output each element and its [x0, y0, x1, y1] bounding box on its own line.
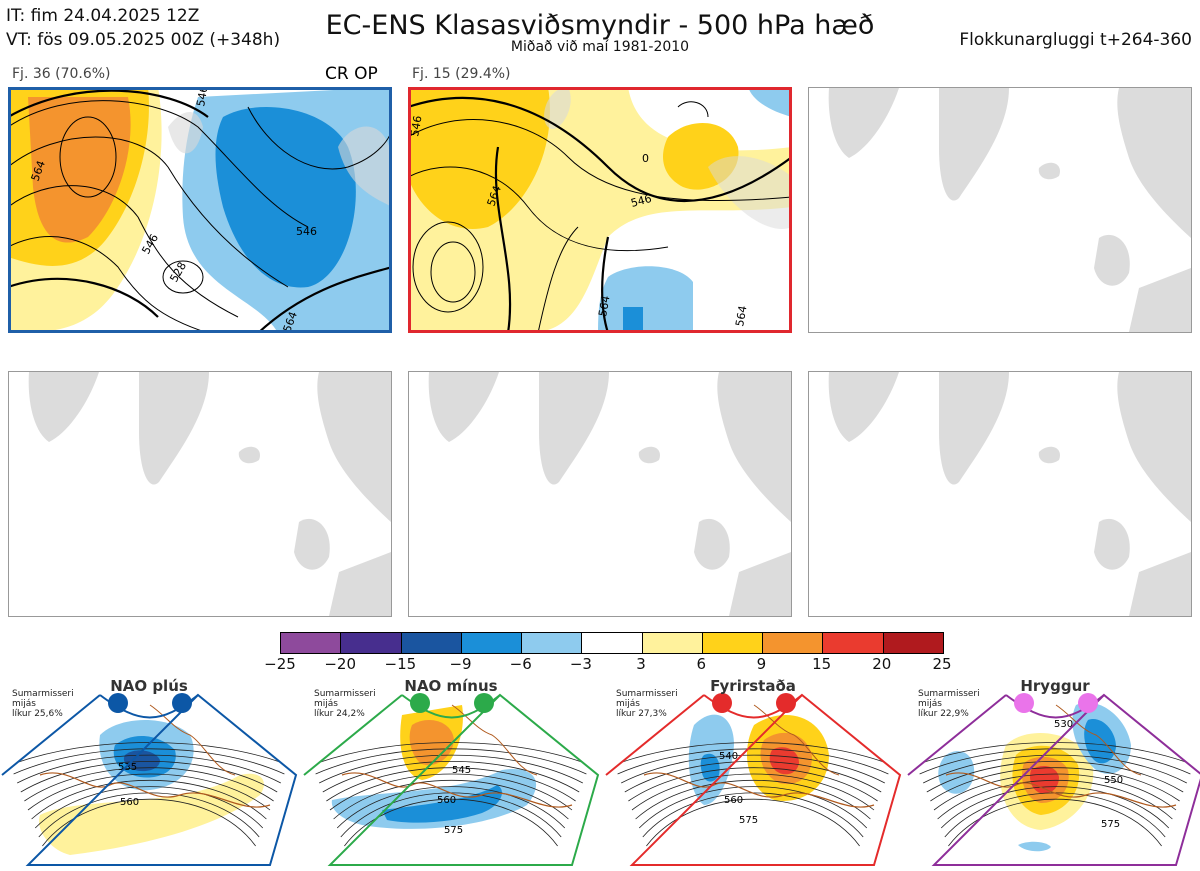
contour-label: 564: [281, 310, 300, 333]
colorbar-swatch: [522, 633, 583, 653]
contour-label: 546: [629, 192, 653, 210]
contour-label: 546: [194, 87, 210, 108]
regime-marker: [172, 693, 192, 713]
colorbar-tick-label: −15: [384, 655, 417, 673]
colorbar-swatch: [341, 633, 402, 653]
regime-name: Hryggur: [1020, 677, 1090, 695]
regime-contour-label: 575: [739, 815, 758, 826]
colorbar-tick-label: 25: [932, 655, 952, 673]
regime-marker: [1014, 693, 1034, 713]
regime-marker: [108, 693, 128, 713]
regime-name: NAO plús: [110, 677, 188, 695]
colorbar-tick-label: −9: [449, 655, 472, 673]
colorbar-tick-label: 6: [696, 655, 707, 673]
regime-info: Sumarmisseri mijás líkur 25,6%: [12, 689, 74, 719]
colorbar-swatch: [401, 633, 462, 653]
cluster-2-frame: [408, 87, 792, 333]
regime-contour-label: 560: [120, 797, 139, 808]
cluster-2-label: Fj. 15 (29.4%): [412, 66, 511, 82]
regime-name: NAO mínus: [404, 677, 498, 695]
regime-contour-label: 530: [1054, 719, 1073, 730]
colorbar-tick-label: −20: [324, 655, 356, 673]
colorbar-swatch: [883, 633, 943, 653]
regime-contour-label: 575: [1101, 819, 1120, 830]
colorbar: [280, 632, 944, 654]
init-time: IT: fim 24.04.2025 12Z: [6, 6, 200, 26]
colorbar-swatch: [642, 633, 703, 653]
empty-map-4: [8, 371, 392, 617]
colorbar-tick-label: 15: [812, 655, 832, 673]
regime-marker: [474, 693, 494, 713]
contour-label: 546: [408, 115, 424, 138]
regime-contour-label: 550: [1104, 775, 1123, 786]
colorbar-swatch: [823, 633, 884, 653]
regime-panel: 545 560 575 NAO mínus Sumarmisseri mijás l…: [302, 675, 600, 871]
regime-panel: 540 560 575 Fyrirstaða Sumarmisseri mijás …: [604, 675, 902, 871]
regime-contour-label: 560: [724, 795, 743, 806]
regime-contour-label: 535: [118, 762, 137, 773]
regime-marker: [776, 693, 796, 713]
cluster-1-label: Fj. 36 (70.6%): [12, 66, 111, 82]
regime-info: Sumarmisseri mijás líkur 22,9%: [918, 689, 980, 719]
regime-contour-label: 560: [437, 795, 456, 806]
regime-info: Sumarmisseri mijás líkur 24,2%: [314, 689, 376, 719]
colorbar-swatch: [281, 633, 342, 653]
regime-name: Fyrirstaða: [710, 677, 796, 695]
empty-map-6: [808, 371, 1192, 617]
colorbar-tick-label: 9: [756, 655, 767, 673]
colorbar-swatch: [582, 633, 643, 653]
regime-panel: 535 560 NAO plús Sumarmisseri mijás líkur…: [0, 675, 298, 871]
colorbar-tick-label: −25: [264, 655, 296, 673]
classification-window: Flokkunargluggi t+264-360: [959, 30, 1192, 50]
valid-time: VT: fös 09.05.2025 00Z (+348h): [6, 30, 281, 50]
colorbar-tick-label: −3: [569, 655, 592, 673]
regime-info: Sumarmisseri mijás líkur 27,3%: [616, 689, 678, 719]
empty-map-5: [408, 371, 792, 617]
regime-panel: 530 550 575 Hryggur Sumarmisseri mijás lík…: [906, 675, 1200, 871]
regime-contour-label: 575: [444, 825, 463, 836]
colorbar-swatch: [702, 633, 764, 653]
cluster-map-1: 564 546 528 546 546 564: [8, 87, 392, 333]
colorbar-swatch: [461, 633, 523, 653]
colorbar-tick-label: −6: [509, 655, 532, 673]
colorbar-tick-label: 3: [636, 655, 646, 673]
page-subtitle: Miðað við maí 1981-2010: [510, 39, 690, 55]
cluster-1-tag: CR OP: [325, 64, 378, 84]
contour-label: 564: [733, 305, 749, 328]
regime-marker: [712, 693, 732, 713]
contour-label: 0: [642, 152, 649, 165]
regime-contour-label: 540: [719, 751, 738, 762]
regime-contour-label: 545: [452, 765, 471, 776]
cluster-1-frame: [8, 87, 392, 333]
regime-marker: [1078, 693, 1098, 713]
contour-label: 564: [596, 295, 612, 318]
colorbar-ticks: −25 −20 −15 −9 −6 −3 3 6 9 15 20 25: [264, 655, 951, 675]
colorbar-tick-label: 20: [872, 655, 892, 673]
contour-label: 546: [296, 225, 317, 238]
page-title: EC-ENS Klasasviðsmyndir - 500 hPa hæð: [325, 10, 875, 41]
colorbar-swatch: [763, 633, 824, 653]
regime-marker: [410, 693, 430, 713]
cluster-map-2: 546 564 0 546 564 564: [408, 87, 792, 333]
empty-map-3: [808, 87, 1192, 333]
